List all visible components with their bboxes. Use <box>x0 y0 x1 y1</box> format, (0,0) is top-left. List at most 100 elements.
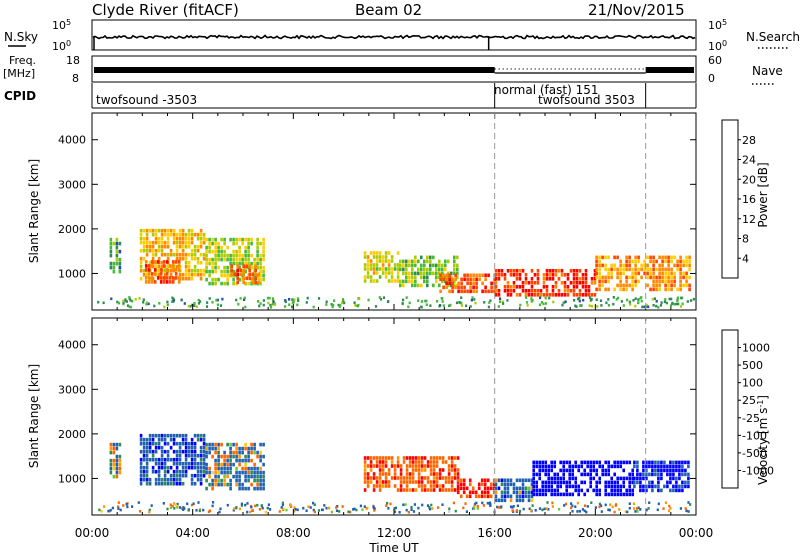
data-cell <box>190 503 194 507</box>
data-cell <box>381 263 385 267</box>
data-cell <box>471 486 475 491</box>
data-cell <box>426 488 430 492</box>
data-cell <box>238 486 241 491</box>
data-cell <box>556 484 559 489</box>
data-cell <box>177 260 181 264</box>
data-cell <box>369 460 373 464</box>
data-cell <box>667 255 670 260</box>
data-cell <box>393 468 397 472</box>
data-cell <box>154 481 158 486</box>
data-cell <box>387 468 391 472</box>
data-cell <box>642 464 645 469</box>
data-cell <box>199 445 203 450</box>
data-cell <box>616 271 619 276</box>
data-cell <box>575 281 579 285</box>
data-cell <box>408 476 412 480</box>
data-cell <box>432 460 436 464</box>
data-cell <box>589 472 592 477</box>
cpid-segment-1: twofsound -3503 <box>96 93 197 107</box>
data-cell <box>205 305 209 308</box>
data-cell <box>536 273 540 277</box>
data-region <box>109 442 122 479</box>
data-cell <box>256 474 259 479</box>
data-cell <box>500 494 504 499</box>
data-cell <box>533 273 537 277</box>
data-cell <box>235 298 238 302</box>
data-cell <box>429 488 433 492</box>
data-cell <box>262 462 265 467</box>
data-cell <box>578 299 581 303</box>
data-cell <box>509 269 513 273</box>
data-cell <box>560 273 564 277</box>
data-cell <box>452 501 455 505</box>
data-cell <box>190 240 194 245</box>
data-cell <box>253 450 256 455</box>
data-cell <box>572 269 576 273</box>
data-cell <box>171 260 175 264</box>
data-cell <box>202 256 206 261</box>
data-cell <box>673 303 676 306</box>
data-cell <box>607 468 610 473</box>
data-cell <box>576 510 579 513</box>
data-cell <box>239 297 242 300</box>
data-cell <box>676 267 679 272</box>
data-cell <box>535 480 538 485</box>
data-cell <box>642 476 645 481</box>
data-cell <box>207 510 210 513</box>
data-cell <box>405 488 409 492</box>
data-cell <box>142 248 146 253</box>
data-cell <box>578 281 582 285</box>
data-cell <box>580 464 583 469</box>
data-cell <box>256 503 259 507</box>
data-cell <box>672 468 675 473</box>
data-cell <box>631 275 634 280</box>
data-cell <box>652 304 655 307</box>
data-cell <box>645 508 648 512</box>
data-cell <box>526 304 529 307</box>
data-cell <box>436 300 439 303</box>
data-cell <box>654 464 657 469</box>
data-cell <box>511 506 514 509</box>
data-cell <box>166 300 169 304</box>
data-cell <box>664 501 668 504</box>
data-cell <box>202 437 206 442</box>
data-cell <box>178 240 182 245</box>
data-cell <box>466 277 469 282</box>
data-cell <box>450 488 454 492</box>
data-cell <box>579 304 582 307</box>
data-cell <box>417 271 420 276</box>
data-cell <box>658 267 661 272</box>
data-cell <box>554 281 558 285</box>
power-colorbar-tick-label: 16 <box>742 193 756 206</box>
data-cell <box>150 272 154 276</box>
data-cell <box>154 252 158 257</box>
data-cell <box>390 456 394 460</box>
data-cell <box>118 261 122 266</box>
data-cell <box>646 267 649 272</box>
data-cell <box>196 433 200 438</box>
data-cell <box>157 473 161 478</box>
data-cell <box>515 285 519 289</box>
data-cell <box>610 492 613 497</box>
data-cell <box>115 237 119 242</box>
data-cell <box>649 275 652 280</box>
data-cell <box>390 259 394 263</box>
data-cell <box>652 267 655 272</box>
data-cell <box>256 261 259 266</box>
data-cell <box>387 263 391 267</box>
data-cell <box>568 480 571 485</box>
data-cell <box>594 506 597 509</box>
data-cell <box>686 300 689 303</box>
data-cell <box>687 464 690 469</box>
data-cell <box>565 484 568 489</box>
data-cell <box>175 236 179 241</box>
data-cell <box>447 464 451 468</box>
data-cell <box>667 287 670 292</box>
data-cell <box>475 277 478 282</box>
data-cell <box>489 486 493 491</box>
data-cell <box>122 302 125 306</box>
data-cell <box>196 272 200 277</box>
data-cell <box>196 260 200 265</box>
data-cell <box>181 449 185 454</box>
data-cell <box>139 260 143 265</box>
